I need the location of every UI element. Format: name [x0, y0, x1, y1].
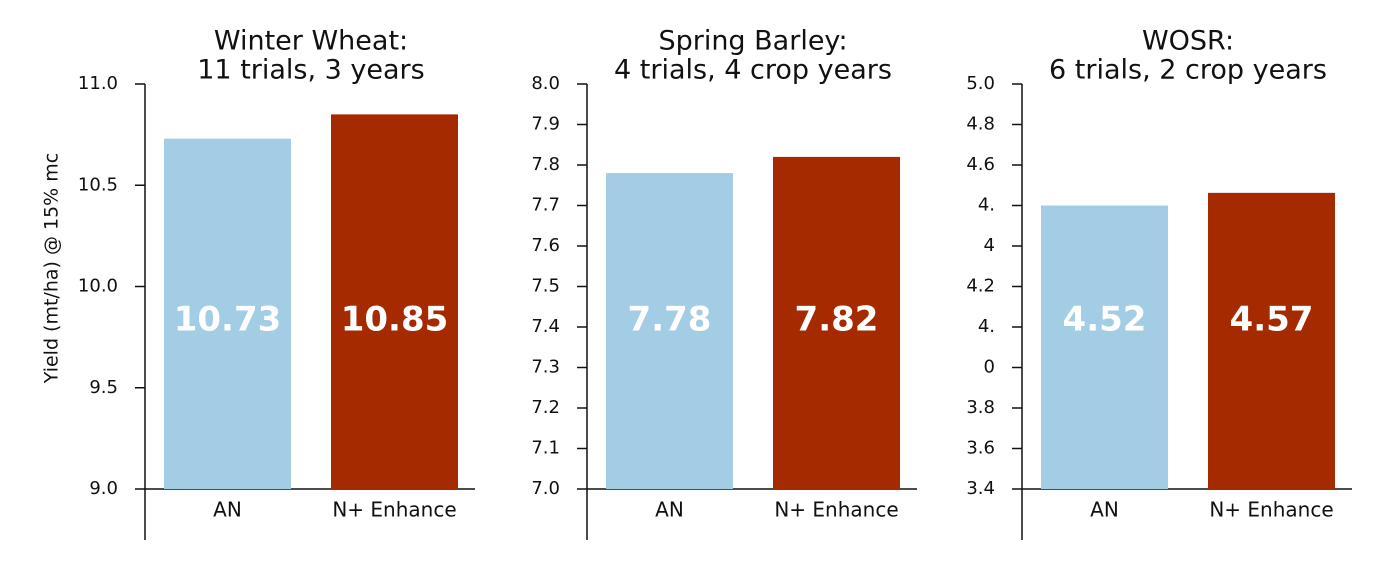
- value-label: 7.82: [795, 300, 879, 340]
- y-tick-label: 7.8: [531, 154, 560, 175]
- x-tick-label: N+ Enhance: [774, 498, 898, 522]
- y-tick-label: 7.6: [531, 235, 560, 256]
- chart-title: 11 trials, 3 years: [197, 55, 424, 86]
- chart-title: 4 trials, 4 crop years: [614, 55, 892, 86]
- y-tick-label: 9.0: [89, 478, 118, 499]
- chart-title: Winter Wheat:: [214, 26, 408, 57]
- chart-title: Spring Barley:: [658, 26, 847, 57]
- value-label: 4.57: [1230, 300, 1314, 340]
- y-tick-label: 4.: [978, 195, 995, 216]
- y-tick-label: 4.2: [966, 276, 995, 297]
- x-tick-label: AN: [655, 498, 684, 522]
- y-axis-label: Yield (mt/ha) @ 15% mc: [41, 153, 63, 384]
- value-label: 4.52: [1063, 300, 1147, 340]
- y-tick-label: 8.0: [531, 73, 560, 94]
- y-tick-label: 4.: [978, 316, 995, 337]
- y-tick-label: 5.0: [966, 73, 995, 94]
- y-tick-label: 4.8: [966, 114, 995, 135]
- y-tick-label: 4.6: [966, 154, 995, 175]
- y-tick-label: 11.0: [78, 73, 118, 94]
- y-tick-label: 3.6: [966, 438, 995, 459]
- y-tick-label: 7.9: [531, 114, 560, 135]
- y-tick-label: 7.0: [531, 478, 560, 499]
- bar: [606, 173, 733, 489]
- bar: [773, 156, 900, 489]
- x-tick-label: N+ Enhance: [332, 498, 456, 522]
- y-tick-label: 10.5: [78, 174, 118, 195]
- y-tick-label: 4: [984, 235, 995, 256]
- x-tick-label: N+ Enhance: [1209, 498, 1333, 522]
- y-tick-label: 7.5: [531, 276, 560, 297]
- y-tick-label: 9.5: [89, 377, 118, 398]
- bar: [331, 114, 458, 489]
- x-tick-label: AN: [213, 498, 242, 522]
- bar: [164, 138, 291, 490]
- value-label: 10.85: [341, 300, 449, 340]
- y-tick-label: 0: [984, 357, 995, 378]
- bar: [1208, 192, 1335, 489]
- y-tick-label: 3.8: [966, 397, 995, 418]
- y-tick-label: 7.1: [531, 438, 560, 459]
- bar: [1041, 205, 1168, 489]
- y-tick-label: 7.7: [531, 195, 560, 216]
- y-tick-label: 10.0: [78, 276, 118, 297]
- y-tick-label: 3.4: [966, 478, 995, 499]
- y-tick-label: 7.3: [531, 357, 560, 378]
- chart-title: 6 trials, 2 crop years: [1049, 55, 1327, 86]
- value-label: 7.78: [628, 300, 712, 340]
- x-tick-label: AN: [1090, 498, 1119, 522]
- value-label: 10.73: [174, 300, 282, 340]
- chart-title: WOSR:: [1142, 26, 1234, 57]
- y-tick-label: 7.4: [531, 316, 560, 337]
- y-tick-label: 7.2: [531, 397, 560, 418]
